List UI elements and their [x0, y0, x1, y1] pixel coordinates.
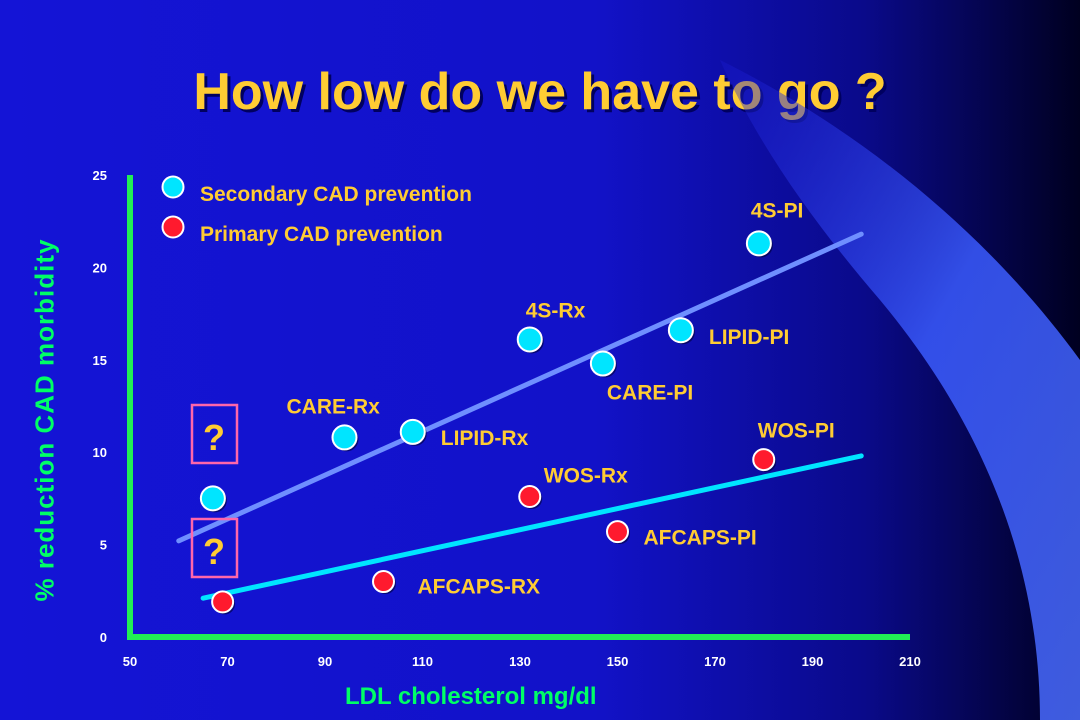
data-point-label: AFCAPS-RX [418, 576, 541, 599]
x-tick-label: 150 [607, 654, 629, 669]
data-point-label: WOS-PI [758, 420, 835, 443]
primary-data-point [211, 590, 235, 614]
y-tick-label: 10 [93, 445, 107, 460]
primary-data-point [372, 570, 395, 594]
question-mark: ? [203, 417, 225, 458]
x-axis-label: LDL cholesterol mg/dl [345, 683, 597, 710]
legend-label: Primary CAD prevention [200, 223, 443, 246]
y-tick-label: 20 [93, 260, 107, 275]
secondary-data-point [199, 485, 226, 512]
y-tick-label: 0 [100, 630, 107, 645]
x-tick-label: 190 [802, 654, 824, 669]
data-point-label: CARE-Rx [287, 395, 381, 418]
question-box [190, 403, 239, 465]
secondary-data-point [745, 230, 772, 257]
legend-marker-primary [161, 215, 185, 239]
secondary-data-point [516, 326, 543, 353]
y-tick-label: 15 [93, 353, 107, 368]
primary-data-point [606, 520, 629, 544]
legend-label: Secondary CAD prevention [200, 183, 472, 206]
secondary-data-point [667, 317, 694, 344]
question-mark: ? [203, 531, 225, 572]
secondary-data-point [399, 418, 426, 445]
secondary-trend-line [176, 231, 864, 544]
question-box [190, 517, 239, 579]
decorative-swoosh [720, 60, 1080, 720]
primary-trend-line [200, 453, 864, 601]
y-tick-label: 5 [100, 538, 107, 553]
y-axis-label: % reduction CAD morbidity [29, 238, 60, 602]
primary-data-point [752, 448, 776, 472]
data-point-label: 4S-PI [751, 199, 804, 222]
primary-data-point [518, 485, 542, 509]
data-point-label: AFCAPS-PI [644, 527, 757, 550]
data-point-label: 4S-Rx [526, 299, 586, 322]
data-point-label: LIPID-PI [709, 326, 790, 349]
x-tick-label: 210 [899, 654, 921, 669]
legend-marker-secondary [161, 175, 185, 199]
x-tick-label: 110 [412, 654, 433, 669]
secondary-data-point [589, 350, 616, 377]
data-point-label: CARE-PI [607, 381, 693, 404]
x-tick-label: 130 [509, 654, 531, 669]
x-tick-label: 70 [220, 654, 234, 669]
x-tick-label: 170 [704, 654, 726, 669]
data-point-label: WOS-Rx [544, 465, 628, 488]
x-tick-label: 50 [123, 654, 137, 669]
data-point-label: LIPID-Rx [441, 427, 529, 450]
y-tick-label: 25 [93, 168, 107, 183]
x-tick-label: 90 [318, 654, 332, 669]
secondary-data-point [331, 424, 358, 451]
